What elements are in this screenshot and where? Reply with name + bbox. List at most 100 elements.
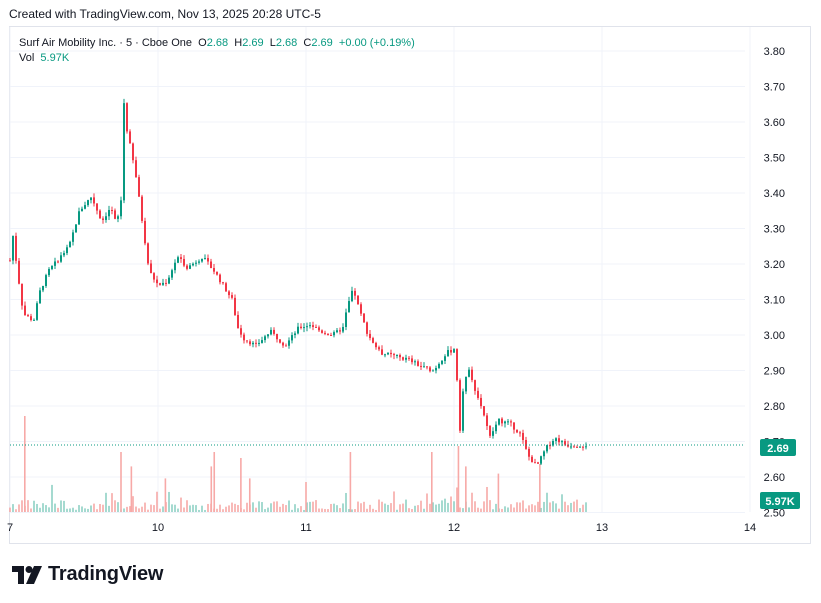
candle-body [36, 303, 38, 320]
candle-body [567, 444, 569, 447]
open-value: 2.68 [206, 37, 229, 49]
volume-bars [9, 416, 587, 512]
volume-bar [468, 507, 470, 512]
candle-body [249, 341, 251, 345]
candle-body [309, 325, 311, 327]
volume-bar [84, 508, 86, 512]
volume-bar [27, 500, 29, 512]
volume-bar [174, 504, 176, 512]
volume-bar [18, 504, 20, 512]
candle-body [279, 339, 281, 343]
volume-bar [276, 501, 278, 512]
candle-body [12, 235, 14, 261]
candle-body [432, 370, 434, 372]
volume-bar [195, 505, 197, 512]
volume-bar [252, 502, 254, 512]
candle-body [99, 210, 101, 219]
volume-bar [267, 507, 269, 512]
candle-body [120, 200, 122, 217]
volume-bar [48, 507, 50, 512]
volume-bar [204, 509, 206, 512]
volume-bar [147, 509, 149, 512]
candle-body [408, 357, 410, 359]
candle-body [186, 265, 188, 269]
candle-body [231, 295, 233, 298]
candle-body [132, 143, 134, 161]
candle-body [438, 363, 440, 368]
volume-bar [315, 500, 317, 512]
volume-bar [378, 499, 380, 512]
candle-body [174, 262, 176, 271]
volume-bar [15, 509, 17, 512]
tradingview-logo-icon [12, 565, 42, 584]
volume-bar [177, 508, 179, 512]
candle-body [531, 456, 533, 463]
candle-body [510, 421, 512, 423]
candle-body [156, 279, 158, 284]
candle-body [579, 446, 581, 448]
volume-value: 5.97K [40, 52, 70, 64]
volume-bar [54, 503, 56, 512]
volume-spike [349, 452, 352, 512]
volume-bar [567, 505, 569, 512]
volume-label: Vol [19, 52, 35, 64]
volume-bar [477, 507, 479, 512]
volume-bar [546, 492, 548, 512]
candle-body [486, 415, 488, 427]
volume-bar [123, 508, 125, 512]
candle-body [54, 261, 56, 266]
candle-body [537, 462, 539, 464]
price-tick-label: 3.70 [764, 82, 785, 94]
volume-bar [351, 509, 353, 512]
candle-body [282, 342, 284, 346]
volume-bar [69, 508, 71, 512]
volume-bar [102, 504, 104, 512]
ohlc-row: Surf Air Mobility Inc. · 5 · Cboe One O2… [19, 37, 415, 49]
candle-body [336, 330, 338, 333]
candle-body [96, 203, 98, 211]
volume-bar [63, 500, 65, 512]
candle-body [525, 439, 527, 449]
candle-body [189, 265, 191, 269]
tradingview-logo[interactable]: TradingView [12, 563, 163, 586]
volume-bar [105, 492, 107, 512]
price-tick-label: 3.40 [764, 188, 785, 200]
volume-bar [552, 501, 554, 512]
volume-bar [537, 501, 539, 512]
volume-bar [42, 503, 44, 512]
volume-bar [342, 503, 344, 512]
volume-bar [573, 501, 575, 512]
candle-body [45, 275, 47, 286]
volume-bar [180, 497, 182, 512]
volume-bar [264, 509, 266, 512]
candle-body [117, 216, 119, 219]
candle-body [357, 295, 359, 305]
candle-body [288, 340, 290, 346]
volume-bar [474, 501, 476, 512]
volume-bar [129, 506, 131, 512]
candle-body [540, 456, 542, 464]
candle-body [129, 131, 131, 144]
candle-body [465, 376, 467, 392]
candle-body [450, 350, 452, 353]
price-tick-label: 2.80 [764, 401, 785, 413]
candle-body [243, 334, 245, 341]
volume-bar [117, 502, 119, 512]
volume-bar [285, 505, 287, 512]
volume-spike [24, 416, 26, 512]
volume-bar [141, 506, 143, 512]
volume-bar [519, 502, 521, 512]
volume-bar [168, 491, 170, 512]
candle-body [354, 290, 356, 296]
volume-bar [504, 506, 506, 512]
volume-bar [327, 509, 329, 512]
volume-bar [570, 502, 572, 512]
candle-body [489, 426, 491, 436]
volume-bar [132, 496, 134, 512]
candle-body [330, 334, 332, 336]
chart-grid [9, 27, 751, 513]
volume-bar [492, 509, 494, 512]
volume-bar [288, 500, 290, 512]
time-tick-label: 10 [152, 522, 164, 534]
